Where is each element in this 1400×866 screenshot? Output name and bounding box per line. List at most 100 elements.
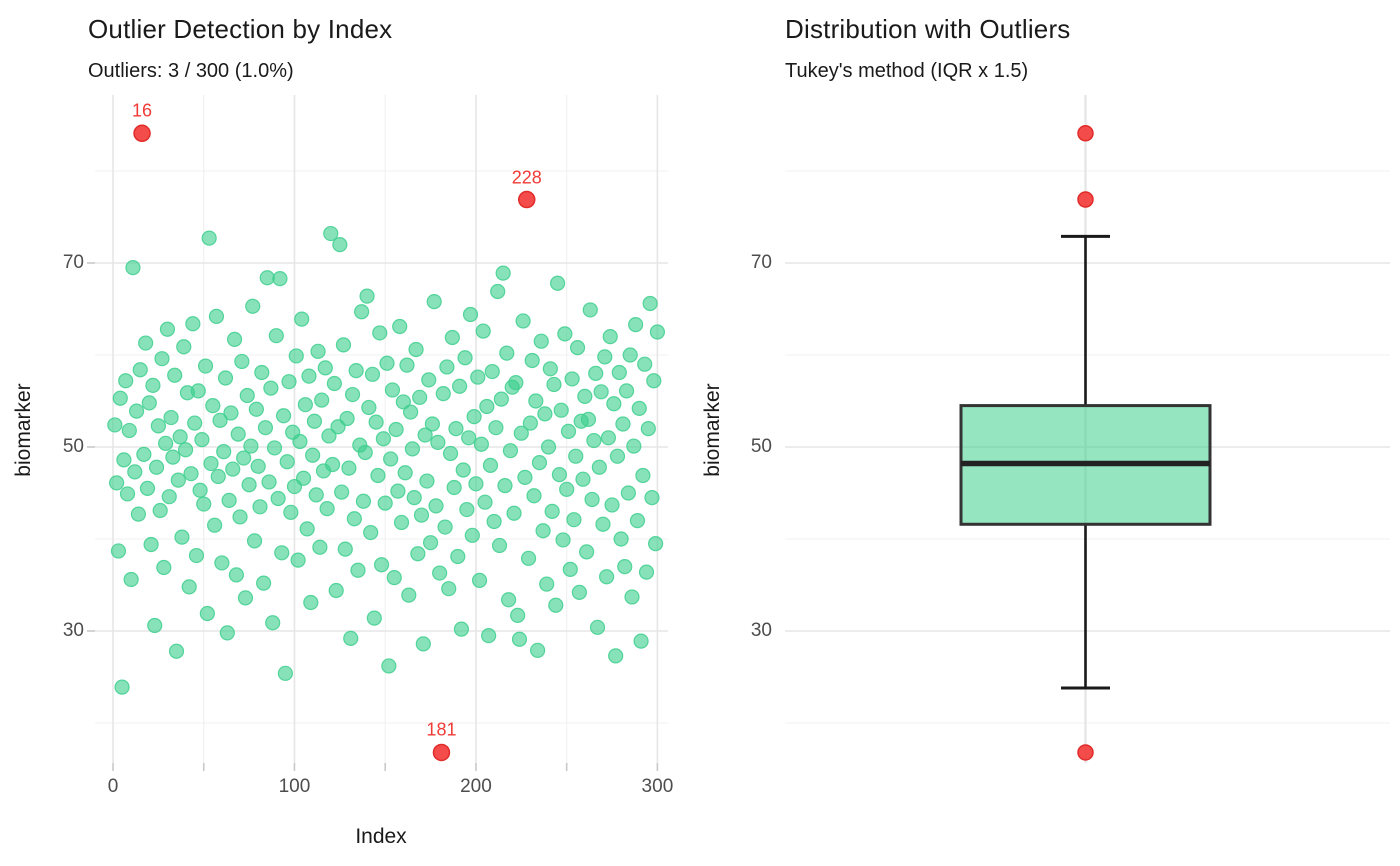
scatter-point [428,498,444,514]
right-y-tick-label: 50 [750,436,772,457]
scatter-point [539,576,555,592]
scatter-point [388,421,404,438]
scatter-point [497,478,513,494]
scatter-point [158,435,174,451]
scatter-point [373,557,390,573]
scatter-point [252,499,268,515]
scatter-point [513,425,529,441]
scatter-point [624,589,640,605]
scatter-point [620,485,636,501]
scatter-point [263,380,279,396]
scatter-point [377,495,393,511]
scatter-point [141,395,157,411]
scatter-point [341,460,357,476]
scatter-point [350,562,366,578]
scatter-point [110,543,127,559]
scatter-point [491,537,508,554]
scatter-point [301,368,317,384]
scatter-point [448,421,464,437]
scatter-point [165,449,181,465]
scatter-point [279,454,295,470]
right-y-axis-title: biomarker [701,383,724,477]
scatter-point [633,633,649,649]
scatter-point [335,337,352,353]
scatter-point [265,615,281,631]
scatter-point [152,502,168,519]
scatter-point [177,442,194,458]
scatter-point [328,582,344,599]
scatter-point [537,406,553,422]
scatter-point [136,446,152,462]
scatter-point [185,316,201,332]
scatter-point [297,397,313,413]
scatter-point [250,458,266,474]
scatter-point [457,350,473,366]
scatter-point [112,390,128,406]
scatter-point [649,324,666,340]
scatter-point [288,348,304,364]
scatter-point [477,494,493,510]
scatter-point [139,480,156,496]
scatter-point [506,505,522,521]
scatter-point [390,483,406,499]
outlier-point-label: 181 [426,719,457,740]
scatter-point [462,306,479,323]
scatter-point [187,415,203,431]
scatter-point [343,630,359,646]
scatter-point [422,535,439,551]
scatter-point [294,311,310,327]
scatter-point [248,401,264,417]
scatter-point [364,366,381,382]
scatter-point [579,544,595,560]
scatter-point [593,384,609,400]
scatter-point [214,555,230,571]
left-y-tick-label: 30 [62,620,84,641]
scatter-point [540,439,557,455]
x-axis-title: Index [355,825,407,848]
box-outlier-point [1077,191,1094,208]
scatter-point [334,484,350,500]
scatter-point [555,532,571,548]
scatter-point [201,230,217,246]
scatter-point [168,643,185,659]
scatter-point [528,393,544,409]
scatter-point [150,418,166,434]
scatter-point [123,571,139,588]
scatter-point [419,473,435,489]
scatter-point [207,517,223,533]
scatter-point [482,457,499,473]
scatter-point [395,394,411,410]
scatter-point [237,590,254,606]
scatter-point [194,432,210,448]
scatter-point [517,469,533,485]
scatter-point [408,341,424,358]
scatter-point [138,335,154,351]
scatter-point [588,365,604,381]
scatter-point [216,444,232,460]
scatter-point [415,636,431,652]
scatter-point [548,597,564,613]
scatter-point [212,412,228,428]
scatter-point [217,370,234,386]
scatter-point [435,386,451,402]
scatter-point [147,617,163,634]
scatter-point [508,375,524,391]
x-tick-label: 0 [107,776,119,797]
scatter-point [606,396,622,412]
scatter-point [406,490,422,506]
scatter-point [589,619,606,635]
scatter-point [629,512,646,529]
scatter-point [268,328,284,344]
scatter-point [611,364,627,381]
scatter-point [631,400,647,416]
left-plot-title: Outlier Detection by Index [88,14,393,44]
scatter-point [618,383,635,399]
scatter-point [321,428,337,444]
scatter-point [226,331,243,347]
scatter-point [295,470,312,486]
scatter-point [393,514,410,531]
scatter-point [417,427,433,443]
scatter-point [471,572,488,589]
scatter-point [357,444,373,461]
scatter-point [461,430,477,446]
